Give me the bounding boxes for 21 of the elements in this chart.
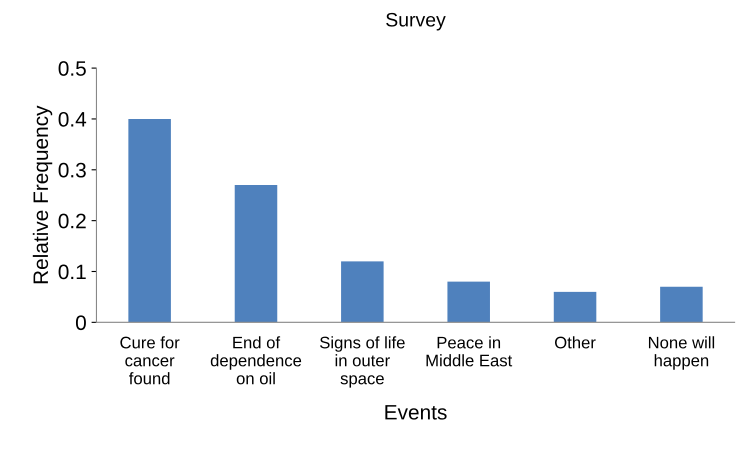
x-axis-title: Events	[385, 405, 447, 420]
y-tick-label: 0.5	[58, 61, 86, 76]
y-tick-label: 0.1	[58, 264, 86, 280]
x-tick-label: End of dependence on oil	[210, 336, 302, 384]
y-tick-label: 0.3	[58, 162, 86, 178]
y-axis-title: Relative Frequency	[32, 106, 52, 284]
bar	[447, 282, 490, 322]
bar	[234, 185, 278, 322]
bar	[341, 261, 384, 322]
x-tick-label: Signs of life in outer space	[320, 336, 405, 388]
x-tick-label: Cure for cancer found	[120, 336, 180, 384]
x-tick-label: Other	[555, 336, 596, 348]
x-tick-label: None will happen	[648, 336, 714, 370]
bar	[554, 292, 596, 322]
y-tick-label: 0.2	[58, 214, 86, 228]
x-tick-label: Peace in Middle East	[426, 336, 512, 366]
y-tick-label: 0	[76, 315, 86, 330]
y-tick-label: 0.4	[58, 112, 86, 127]
chart-title: Survey	[386, 12, 446, 30]
bar	[128, 118, 171, 322]
bar	[660, 286, 703, 322]
